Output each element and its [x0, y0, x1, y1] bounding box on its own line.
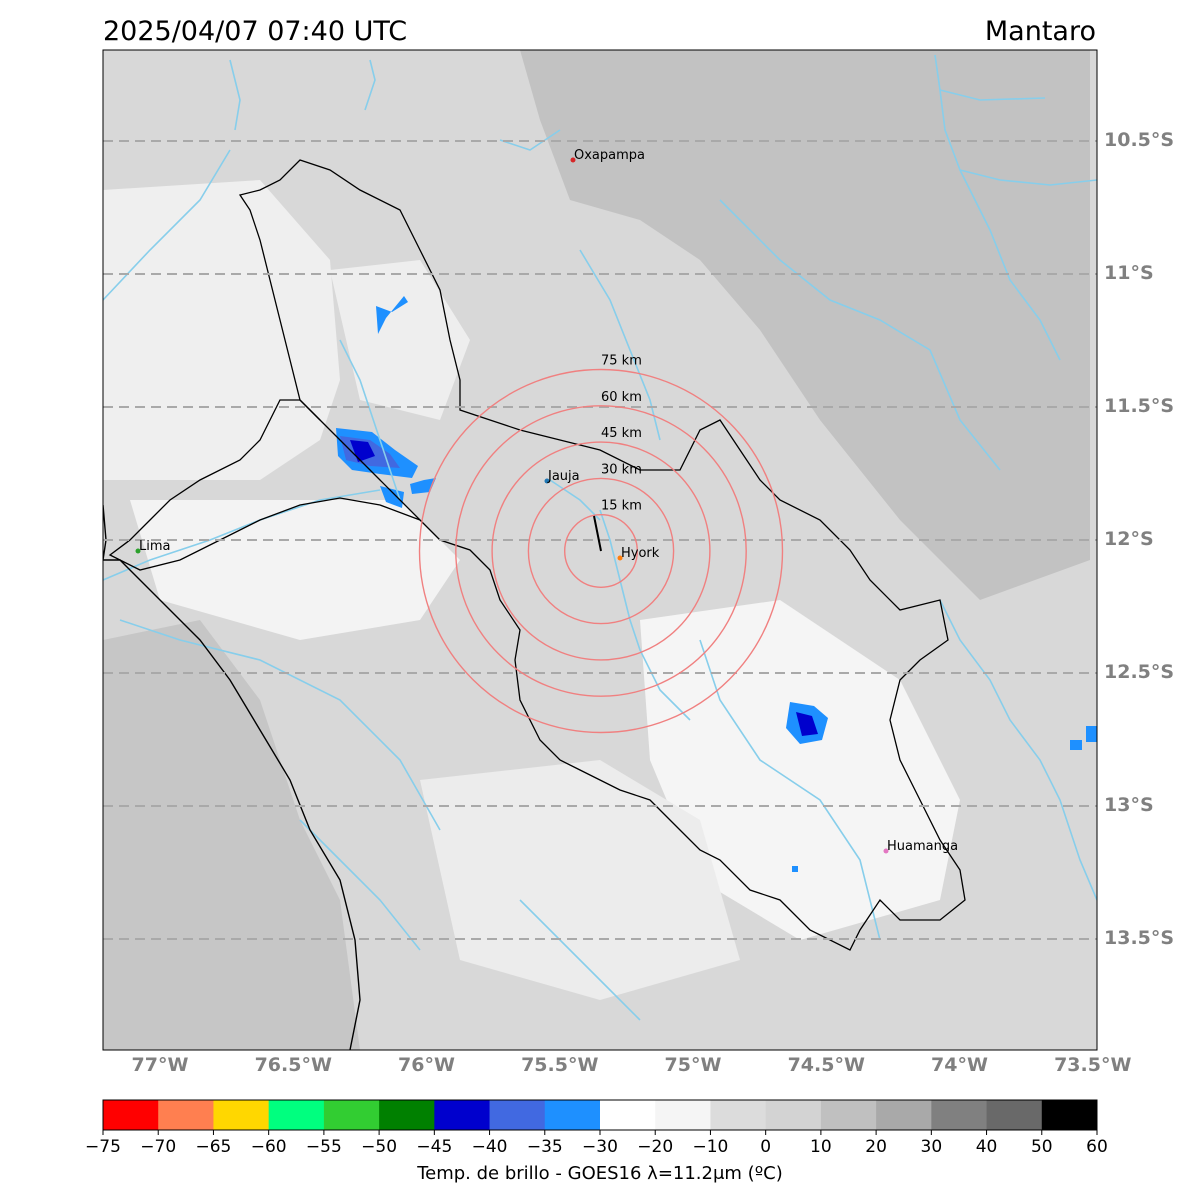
colorbar-segment [434, 1100, 491, 1130]
lon-label: 77°W [131, 1054, 189, 1076]
colorbar-label: Temp. de brillo - GOES16 λ=11.2μm (ºC) [417, 1163, 783, 1184]
lon-label: 74.5°W [787, 1054, 865, 1076]
colorbar-tick-label: −60 [250, 1137, 287, 1157]
range-ring-label: 45 km [601, 426, 642, 441]
colorbar-segment [544, 1100, 601, 1130]
warm-cloud-area [103, 620, 360, 1050]
range-ring [527, 477, 675, 625]
colorbar-tick-label: −55 [305, 1137, 342, 1157]
colorbar-tick-label: −30 [582, 1137, 618, 1157]
cool-cloud-area [130, 500, 460, 640]
colorbar-segment [489, 1100, 546, 1130]
lat-label: 10.5°S [1104, 129, 1175, 151]
colorbar-tick-label: −40 [471, 1137, 508, 1157]
colorbar-segment [820, 1100, 877, 1130]
radar-beam [593, 515, 602, 552]
range-ring-label: 30 km [601, 462, 642, 477]
colorbar-segment [379, 1100, 435, 1130]
lon-label: 76.5°W [254, 1054, 332, 1076]
colorbar-tick-label: −20 [637, 1137, 674, 1157]
colorbar-segment [268, 1100, 325, 1130]
city-marker [617, 555, 623, 561]
city-label: Oxapampa [574, 148, 645, 163]
city-marker [883, 848, 889, 854]
colorbar-segment [1041, 1100, 1098, 1130]
river-network [103, 54, 1097, 1021]
basin-outline [238, 159, 966, 951]
colorbar-segment [213, 1100, 270, 1130]
colorbar-segment [931, 1100, 988, 1130]
convective-cell [1086, 726, 1097, 742]
lon-label: 75.5°W [521, 1054, 599, 1076]
range-ring-label: 60 km [601, 390, 642, 405]
lon-label: 73.5°W [1054, 1054, 1132, 1076]
range-ring-label: 15 km [601, 499, 642, 514]
lat-label: 11°S [1104, 262, 1154, 284]
colorbar-tick-label: 10 [810, 1137, 832, 1157]
lon-label: 75°W [664, 1054, 722, 1076]
warm-cloud-area [520, 50, 1090, 600]
lat-label: 12.5°S [1104, 661, 1175, 683]
colorbar-tick-label: 20 [865, 1137, 887, 1157]
range-ring [418, 368, 784, 734]
colorbar-tick-label: −45 [416, 1137, 453, 1157]
colorbar-segment [655, 1100, 711, 1130]
map-timestamp: 2025/04/07 07:40 UTC [103, 16, 408, 47]
city-marker [135, 548, 141, 554]
colorbar-segment [323, 1100, 380, 1130]
city-marker [544, 478, 550, 484]
colorbar-tick-label: −65 [195, 1137, 232, 1157]
region-title: Mantaro [984, 16, 1096, 47]
lon-label: 76°W [398, 1054, 455, 1076]
convective-cell [796, 712, 818, 736]
satellite-map: 15 km 30 km 45 km 60 km 75 km Oxapampa Jauja H… [102, 49, 1098, 1051]
city-label: Jauja [547, 469, 580, 484]
coastline [103, 559, 361, 1050]
colorbar-tick-label: 50 [1030, 1137, 1053, 1157]
colorbar-segment [765, 1100, 822, 1130]
city-label: Huamanga [887, 839, 958, 854]
colorbar-tick-label: 30 [920, 1137, 943, 1157]
basin-outline [108, 399, 421, 571]
range-ring [564, 514, 639, 589]
lat-label: 13°S [1104, 794, 1154, 816]
colorbar-segment [600, 1100, 656, 1130]
range-ring-label: 75 km [601, 354, 642, 369]
colorbar-segment [158, 1100, 214, 1130]
cool-cloud-area [330, 260, 470, 420]
colorbar-tick-label: 0 [760, 1137, 772, 1157]
colorbar [102, 1099, 1098, 1135]
colorbar-tick-label: −50 [361, 1137, 398, 1157]
lat-label: 12°S [1104, 528, 1154, 550]
colorbar-tick-label: 60 [1086, 1137, 1108, 1157]
map-frame [102, 49, 1098, 1051]
convective-cell [376, 296, 408, 334]
colorbar-tick-label: −75 [85, 1137, 121, 1157]
colorbar-tick-label: −35 [526, 1137, 563, 1157]
colorbar-tick-label: −70 [140, 1137, 177, 1157]
city-label: Lima [139, 539, 170, 554]
colorbar-tick-label: −10 [692, 1137, 729, 1157]
range-ring [491, 441, 711, 661]
colorbar-segment [710, 1100, 767, 1130]
convective-cell [1070, 740, 1082, 750]
colorbar-tick-label: 40 [975, 1137, 998, 1157]
cool-cloud-area [640, 600, 960, 940]
colorbar-segment [103, 1100, 159, 1130]
lon-label: 74°W [931, 1054, 988, 1076]
lat-label: 13.5°S [1104, 927, 1175, 949]
cool-cloud-area [103, 180, 340, 480]
city-label: Hyork [621, 546, 660, 561]
convective-cell [792, 866, 798, 872]
colorbar-segment [876, 1100, 932, 1130]
city-marker [570, 157, 576, 163]
lat-label: 11.5°S [1104, 395, 1175, 417]
range-ring [455, 405, 747, 697]
colorbar-segment [986, 1100, 1043, 1130]
cool-cloud-area [420, 760, 740, 1000]
